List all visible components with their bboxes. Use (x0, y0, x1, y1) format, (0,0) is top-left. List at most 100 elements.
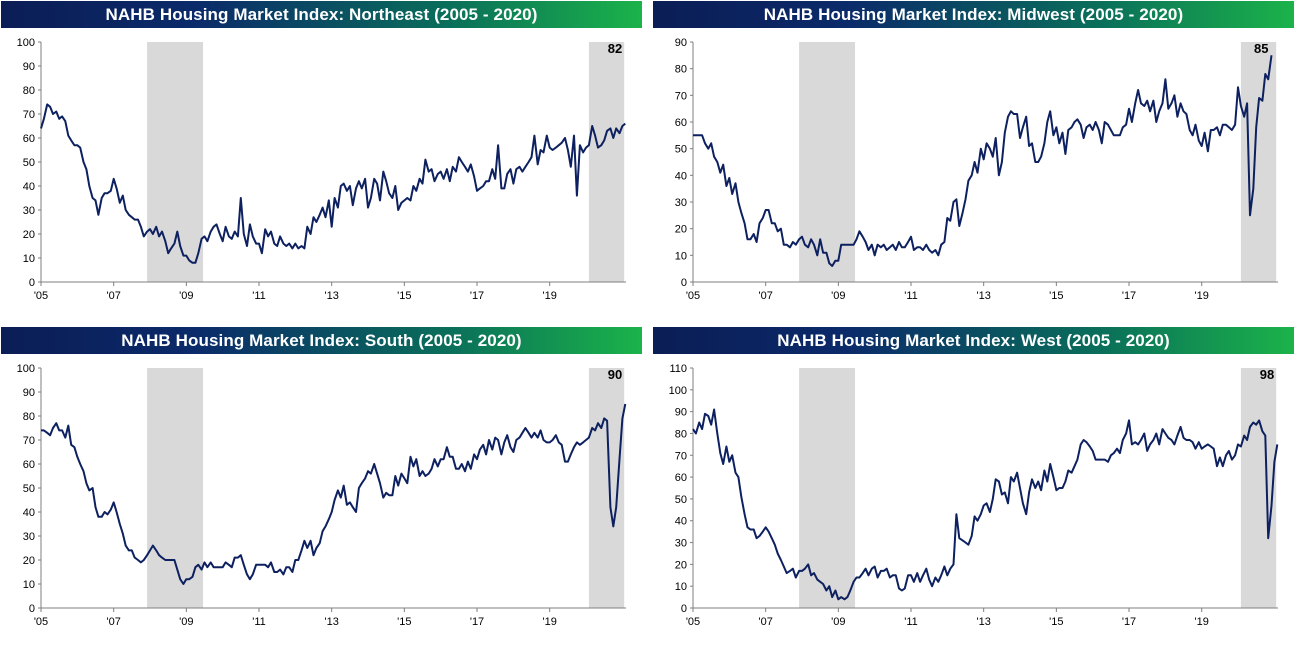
y-tick-label: 50 (675, 494, 687, 506)
series-line (40, 103, 626, 264)
y-tick-label: 70 (675, 90, 687, 102)
y-tick-label: 20 (23, 229, 35, 241)
y-tick-label: 20 (675, 224, 687, 236)
recession-band (147, 368, 204, 608)
y-tick-label: 0 (29, 277, 35, 289)
x-tick-label: '05 (34, 616, 48, 628)
y-tick-label: 90 (23, 61, 35, 73)
x-tick-label: '17 (1122, 616, 1136, 628)
y-tick-label: 0 (681, 603, 687, 615)
y-tick-label: 90 (675, 37, 687, 49)
y-tick-label: 80 (23, 411, 35, 423)
y-tick-label: 0 (29, 603, 35, 615)
x-tick-label: '17 (1122, 290, 1136, 302)
y-tick-label: 70 (675, 450, 687, 462)
y-tick-label: 50 (675, 144, 687, 156)
y-tick-label: 10 (23, 579, 35, 591)
chart-title: NAHB Housing Market Index: West (2005 - … (653, 327, 1294, 354)
x-tick-label: '17 (470, 290, 484, 302)
y-tick-label: 30 (23, 205, 35, 217)
x-tick-label: '13 (977, 290, 991, 302)
y-tick-label: 10 (675, 250, 687, 262)
series-line (41, 403, 627, 585)
x-tick-label: '07 (758, 616, 772, 628)
x-tick-label: '17 (470, 616, 484, 628)
recession-band (1240, 368, 1277, 608)
line-chart: 0 10 20 30 40 50 60 70 80 90 '05 '07 '09 '11 '13 '15 '17… (675, 37, 1278, 302)
x-tick-label: '19 (1195, 616, 1209, 628)
y-tick-label: 30 (23, 531, 35, 543)
chart-title: NAHB Housing Market Index: Northeast (20… (1, 1, 642, 28)
recession-band (147, 42, 204, 282)
x-tick-label: '07 (106, 616, 120, 628)
y-tick-label: 100 (17, 363, 35, 375)
x-tick-label: '07 (106, 290, 120, 302)
y-tick-label: 100 (17, 37, 35, 49)
last-value-label: 90 (608, 367, 622, 382)
y-tick-label: 70 (23, 109, 35, 121)
last-value-label: 85 (1254, 41, 1268, 56)
x-tick-label: '09 (831, 616, 845, 628)
y-tick-label: 0 (681, 277, 687, 289)
x-tick-label: '05 (34, 290, 48, 302)
x-tick-label: '11 (252, 616, 266, 628)
x-tick-label: '15 (397, 616, 411, 628)
line-chart: 0 10 20 30 40 50 60 70 80 90 100 '05 '07 '09 '11 '13 '15… (17, 37, 626, 302)
chart-title: NAHB Housing Market Index: South (2005 -… (1, 327, 642, 354)
y-tick-label: 80 (675, 64, 687, 76)
y-tick-label: 60 (675, 117, 687, 129)
y-tick-label: 60 (675, 472, 687, 484)
line-chart: 0 10 20 30 40 50 60 70 80 90 100 110 '05 '07 '09 '11 '13… (669, 363, 1279, 628)
x-tick-label: '13 (977, 616, 991, 628)
x-tick-label: '19 (543, 616, 557, 628)
chart-panel-west: NAHB Housing Market Index: West (2005 - … (653, 327, 1295, 645)
y-tick-label: 40 (23, 181, 35, 193)
y-tick-label: 20 (23, 555, 35, 567)
x-tick-label: '13 (325, 290, 339, 302)
x-tick-label: '11 (252, 290, 266, 302)
x-tick-label: '13 (325, 616, 339, 628)
chart-panel-south: NAHB Housing Market Index: South (2005 -… (1, 327, 643, 645)
recession-band (799, 368, 856, 608)
y-tick-label: 60 (23, 133, 35, 145)
chart-panel-midwest: NAHB Housing Market Index: Midwest (2005… (653, 1, 1295, 319)
y-tick-label: 10 (23, 253, 35, 265)
y-tick-label: 90 (675, 407, 687, 419)
x-tick-label: '09 (179, 290, 193, 302)
y-tick-label: 30 (675, 538, 687, 550)
x-tick-label: '19 (1195, 290, 1209, 302)
y-tick-label: 40 (675, 170, 687, 182)
y-tick-label: 80 (23, 85, 35, 97)
recession-band (588, 368, 625, 608)
y-tick-label: 30 (675, 197, 687, 209)
y-tick-label: 100 (669, 385, 687, 397)
last-value-label: 98 (1260, 367, 1274, 382)
x-tick-label: '09 (831, 290, 845, 302)
y-tick-label: 110 (669, 363, 687, 375)
y-tick-label: 40 (23, 507, 35, 519)
series-line (692, 408, 1279, 601)
last-value-label: 82 (608, 41, 622, 56)
x-tick-label: '15 (397, 290, 411, 302)
y-tick-label: 40 (675, 516, 687, 528)
recession-band (799, 42, 856, 282)
y-tick-label: 70 (23, 435, 35, 447)
x-tick-label: '07 (758, 290, 772, 302)
y-tick-label: 20 (675, 559, 687, 571)
recession-band (588, 42, 625, 282)
x-tick-label: '15 (1049, 290, 1063, 302)
y-tick-label: 90 (23, 387, 35, 399)
chart-panel-northeast: NAHB Housing Market Index: Northeast (20… (1, 1, 643, 319)
x-tick-label: '19 (543, 290, 557, 302)
line-chart: 0 10 20 30 40 50 60 70 80 90 100 '05 '07 '09 '11 '13 '15… (17, 363, 627, 628)
x-tick-label: '09 (179, 616, 193, 628)
y-tick-label: 50 (23, 157, 35, 169)
x-tick-label: '11 (904, 616, 918, 628)
chart-title: NAHB Housing Market Index: Midwest (2005… (653, 1, 1294, 28)
recession-band (1240, 42, 1277, 282)
y-tick-label: 60 (23, 459, 35, 471)
y-tick-label: 10 (675, 581, 687, 593)
x-tick-label: '15 (1049, 616, 1063, 628)
x-tick-label: '05 (686, 290, 700, 302)
x-tick-label: '11 (904, 290, 918, 302)
